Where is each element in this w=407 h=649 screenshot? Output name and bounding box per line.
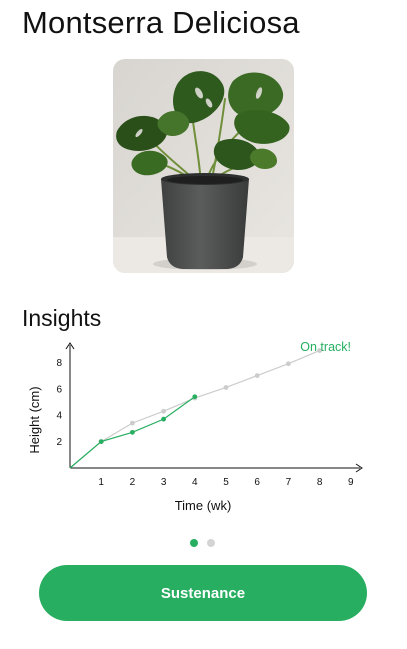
data-point-actual <box>98 439 104 444</box>
chart-series <box>69 348 322 469</box>
data-point-actual <box>192 394 198 400</box>
data-point-projected <box>286 361 291 367</box>
x-tick-label: 8 <box>317 477 323 488</box>
chart-ticks: 1 2 3 4 5 6 7 8 9 2 4 6 8 <box>56 358 354 488</box>
chart-axes <box>65 342 363 473</box>
page-dot-active[interactable] <box>190 539 198 547</box>
y-tick-label: 8 <box>56 358 62 369</box>
growth-chart-svg: 1 2 3 4 5 6 7 8 9 2 4 6 8 On track! Time (wk) Height… <box>27 340 363 513</box>
y-axis-arrow-icon <box>65 342 75 350</box>
x-tick-label: 6 <box>254 477 260 488</box>
plant-photo <box>113 59 294 273</box>
chart-status-label: On track! <box>300 340 351 354</box>
x-tick-label: 7 <box>286 477 292 488</box>
x-tick-label: 5 <box>223 477 229 488</box>
sustenance-button[interactable]: Sustenance <box>39 565 367 621</box>
x-axis-arrow-icon <box>355 463 363 473</box>
x-tick-label: 1 <box>98 477 104 488</box>
monstera-plant-illustration <box>113 59 294 273</box>
data-point-projected <box>223 385 229 390</box>
growth-chart: 1 2 3 4 5 6 7 8 9 2 4 6 8 On track! Time (wk) Height… <box>20 335 380 530</box>
y-axis-label: Height (cm) <box>27 386 42 453</box>
y-tick-label: 4 <box>56 411 62 422</box>
insights-heading: Insights <box>22 305 102 331</box>
data-point-projected <box>254 373 260 378</box>
plant-title: Montserra Deliciosa <box>22 5 300 40</box>
y-tick-label: 6 <box>56 384 62 395</box>
x-tick-label: 9 <box>348 477 354 488</box>
x-tick-label: 2 <box>130 477 136 488</box>
x-axis-label: Time (wk) <box>175 498 232 513</box>
page-indicator <box>190 539 215 547</box>
data-point-projected <box>317 348 322 353</box>
data-point-actual <box>161 416 167 422</box>
x-tick-label: 4 <box>192 477 198 488</box>
y-tick-label: 2 <box>56 437 62 448</box>
data-point-actual <box>130 429 135 435</box>
x-tick-label: 3 <box>161 477 167 488</box>
series-line-projected <box>69 349 320 469</box>
page-dot[interactable] <box>207 539 215 547</box>
data-point-projected <box>130 420 135 426</box>
data-point-projected <box>161 408 167 414</box>
